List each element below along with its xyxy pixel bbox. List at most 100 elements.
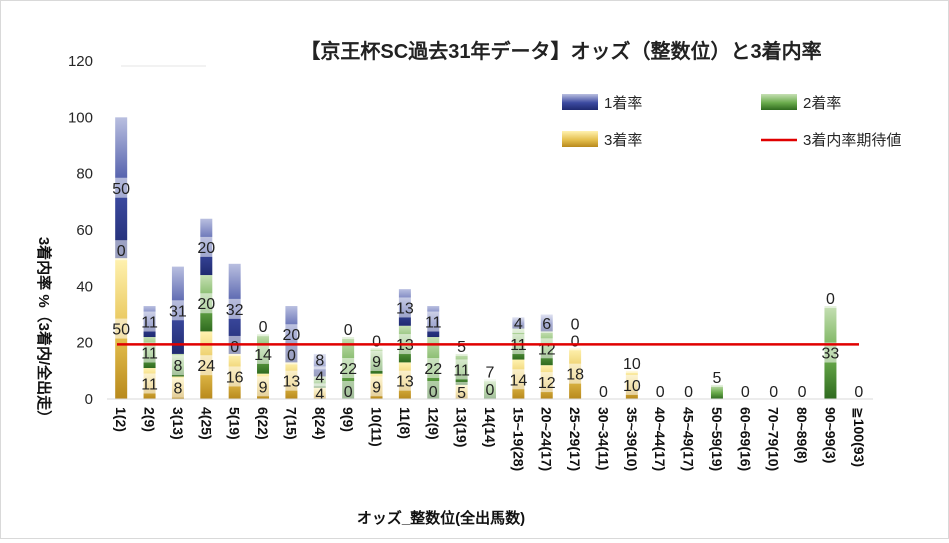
data-label-1st: 0: [656, 384, 665, 401]
x-tick-label: 60~69(16): [737, 407, 753, 471]
data-label-background: [279, 324, 304, 345]
x-tick-label: ≧100(93): [851, 407, 867, 467]
data-label-background: [113, 240, 129, 261]
data-label-background: [737, 381, 753, 401]
data-label-2nd: 0: [486, 382, 495, 399]
data-label-background: [392, 370, 417, 391]
data-label-3rd: 4: [315, 386, 324, 403]
chart-title: 【京王杯SC過去31年データ】オッズ（整数位）と3着内率: [300, 39, 821, 63]
x-tick-label: 10(11): [369, 407, 385, 447]
legend-label-3rd: 3着率: [604, 132, 642, 149]
data-label-background: [482, 379, 498, 400]
data-label-1st: 32: [226, 302, 244, 319]
data-label-background: [137, 373, 162, 394]
data-label-1st: 20: [197, 240, 215, 257]
data-label-3rd: 16: [226, 369, 244, 386]
data-label-background: [255, 376, 271, 397]
data-label-background: [340, 381, 356, 401]
x-tick-label: 20~24(17): [539, 407, 555, 471]
data-label-3rd: 8: [173, 381, 182, 398]
data-label-1st: 5: [713, 370, 722, 387]
data-label-2nd: 11: [453, 362, 470, 379]
x-axis-title: オッズ_整数位(全出馬数): [357, 509, 525, 527]
y-tick-label: 0: [85, 391, 93, 408]
data-label-2nd: 0: [571, 333, 580, 350]
data-label-3rd: 18: [566, 367, 584, 384]
y-tick-label: 60: [76, 222, 93, 239]
data-label-1st: 5: [457, 339, 466, 356]
legend-item-2nd: 2着率: [761, 94, 841, 112]
x-tick-label: 1(2): [113, 407, 129, 432]
data-label-1st: 10: [623, 356, 641, 373]
data-label-background: [619, 352, 644, 373]
x-tick-label: 45~49(17): [681, 407, 697, 471]
data-label-1st: 11: [141, 315, 158, 332]
data-label-1st: 0: [259, 319, 268, 336]
data-label-2nd: 20: [197, 296, 215, 313]
data-label-background: [567, 313, 583, 334]
data-label-3rd: 14: [509, 372, 527, 389]
data-label-3rd: 12: [538, 375, 556, 392]
data-label-background: [425, 381, 441, 401]
x-tick-label: 5(19): [227, 407, 243, 440]
x-tick-label: 9(9): [340, 407, 356, 432]
data-label-3rd: 13: [396, 374, 414, 391]
data-labels: 5005011111188312420201603291401302044802…: [109, 177, 867, 404]
legend-item-3rd: 3着率: [562, 131, 642, 149]
legend-swatch-3rd: [562, 131, 598, 147]
data-label-2nd: 14: [254, 347, 272, 364]
legend: 1着率 2着率 3着率 3着内率期待値: [562, 94, 901, 149]
data-label-3rd: 0: [429, 384, 438, 401]
y-tick-label: 120: [68, 53, 93, 70]
x-tick-label: 35~39(10): [624, 407, 640, 471]
data-label-background: [312, 349, 328, 370]
data-label-1st: 13: [396, 300, 414, 317]
data-label-2nd: 0: [230, 339, 239, 356]
data-label-2nd: 8: [173, 358, 182, 375]
data-label-background: [421, 311, 446, 332]
data-label-background: [340, 319, 356, 340]
data-label-background: [194, 236, 219, 257]
x-tick-label: 25~29(17): [567, 407, 583, 471]
y-axis: 0 20 40 60 80 100 120: [68, 53, 93, 408]
data-label-2nd: 4: [315, 369, 324, 386]
data-label-background: [255, 316, 271, 337]
data-label-background: [336, 358, 361, 379]
data-label-background: [818, 342, 843, 363]
data-label-1st: 50: [112, 181, 130, 198]
data-label-background: [652, 381, 668, 401]
data-label-background: [137, 342, 162, 363]
data-label-3rd: 11: [141, 377, 158, 394]
legend-swatch-1st: [562, 94, 598, 110]
data-label-background: [794, 381, 810, 401]
data-label-1st: 6: [542, 316, 551, 333]
x-tick-label: 90~99(3): [822, 407, 838, 463]
data-label-1st: 0: [854, 384, 863, 401]
legend-label-1st: 1着率: [604, 95, 642, 112]
data-label-3rd: 50: [112, 322, 130, 339]
data-label-background: [454, 335, 470, 356]
data-label-1st: 8: [315, 352, 324, 369]
data-label-background: [109, 177, 134, 198]
data-label-background: [510, 312, 526, 333]
data-label-background: [534, 372, 559, 393]
data-label-background: [619, 374, 644, 395]
data-label-3rd: 9: [372, 379, 381, 396]
x-tick-label: 4(25): [198, 407, 214, 440]
data-label-background: [369, 350, 385, 371]
data-label-1st: 4: [514, 316, 523, 333]
data-label-3rd: 0: [344, 384, 353, 401]
data-label-2nd: 11: [141, 346, 158, 363]
data-label-background: [851, 381, 867, 401]
data-label-1st: 0: [372, 333, 381, 350]
data-label-background: [822, 288, 838, 309]
x-tick-label: 11(8): [397, 407, 413, 439]
data-label-background: [251, 343, 276, 364]
data-label-2nd: 33: [822, 346, 840, 363]
data-label-background: [170, 377, 186, 398]
x-tick-label: 40~44(17): [652, 407, 668, 471]
y-axis-title: 3着内率 %（3着内/全出走）: [35, 237, 53, 425]
data-label-background: [421, 358, 446, 379]
data-label-3rd: 24: [197, 358, 215, 375]
